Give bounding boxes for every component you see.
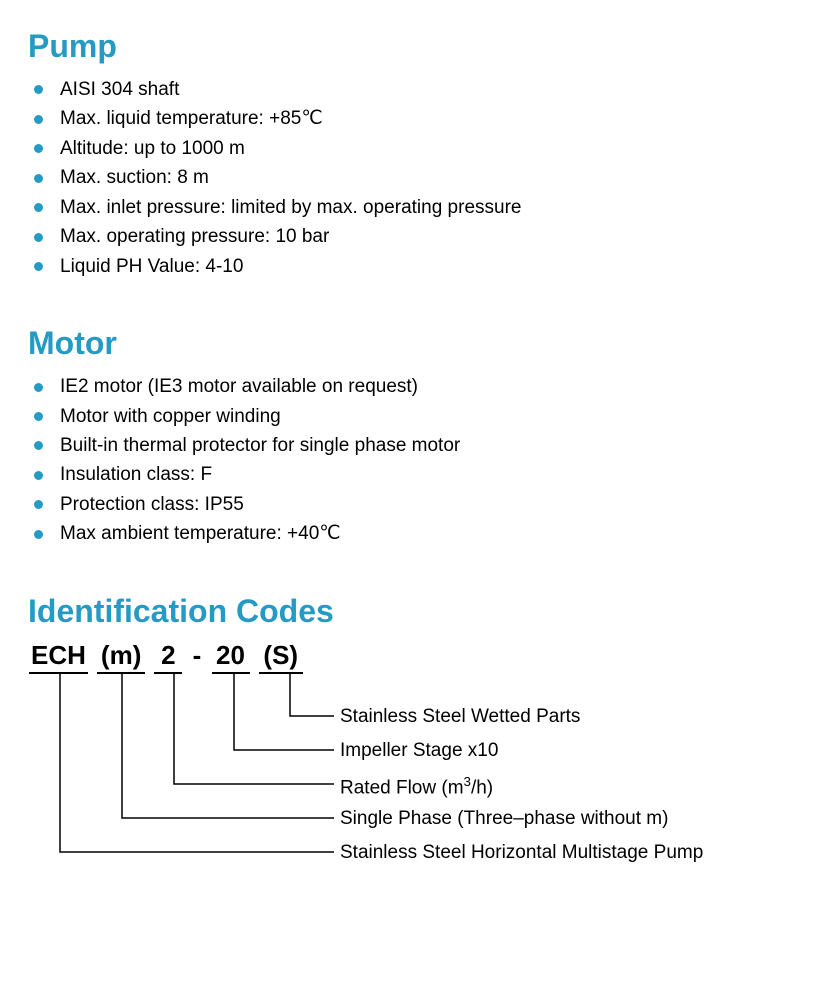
code-sep: -: [191, 640, 204, 671]
legend-ech: Stainless Steel Horizontal Multistage Pu…: [340, 842, 703, 864]
connector-lines: [28, 674, 334, 894]
motor-item: Motor with copper winding: [34, 402, 803, 431]
pump-section: Pump AISI 304 shaft Max. liquid temperat…: [28, 28, 803, 281]
pump-item: AISI 304 shaft: [34, 75, 803, 104]
code-part-m: (m): [97, 640, 145, 674]
legend-flow-suffix: /h): [471, 777, 493, 798]
pump-list: AISI 304 shaft Max. liquid temperature: …: [34, 75, 803, 281]
legend-flow: Rated Flow (m3/h): [340, 774, 493, 799]
legend-flow-prefix: Rated Flow (m: [340, 777, 464, 798]
pump-item: Max. liquid temperature: +85℃: [34, 104, 803, 133]
code-part-s: (S): [259, 640, 303, 674]
id-codes-section: Identification Codes ECH (m) 2 - 20 (S): [28, 593, 803, 900]
code-line: ECH (m) 2 - 20 (S): [28, 640, 304, 674]
legend-stage: Impeller Stage x10: [340, 740, 498, 762]
pump-item: Max. inlet pressure: limited by max. ope…: [34, 193, 803, 222]
motor-heading: Motor: [28, 325, 803, 362]
motor-section: Motor IE2 motor (IE3 motor available on …: [28, 325, 803, 549]
id-codes-heading: Identification Codes: [28, 593, 803, 630]
motor-item: Max ambient temperature: +40℃: [34, 519, 803, 548]
pump-heading: Pump: [28, 28, 803, 65]
motor-item: Insulation class: F: [34, 460, 803, 489]
legend-s: Stainless Steel Wetted Parts: [340, 706, 580, 728]
pump-item: Liquid PH Value: 4-10: [34, 252, 803, 281]
motor-item: IE2 motor (IE3 motor available on reques…: [34, 372, 803, 401]
pump-item: Max. operating pressure: 10 bar: [34, 222, 803, 251]
motor-item: Built-in thermal protector for single ph…: [34, 431, 803, 460]
pump-item: Max. suction: 8 m: [34, 163, 803, 192]
motor-list: IE2 motor (IE3 motor available on reques…: [34, 372, 803, 549]
code-part-stage: 20: [212, 640, 250, 674]
legend-flow-sup: 3: [464, 774, 471, 789]
code-part-flow: 2: [154, 640, 182, 674]
motor-item: Protection class: IP55: [34, 490, 803, 519]
code-diagram: ECH (m) 2 - 20 (S) Stainless Steel Wette…: [28, 640, 803, 900]
legend-phase: Single Phase (Three–phase without m): [340, 808, 668, 830]
pump-item: Altitude: up to 1000 m: [34, 134, 803, 163]
code-part-ech: ECH: [29, 640, 88, 674]
